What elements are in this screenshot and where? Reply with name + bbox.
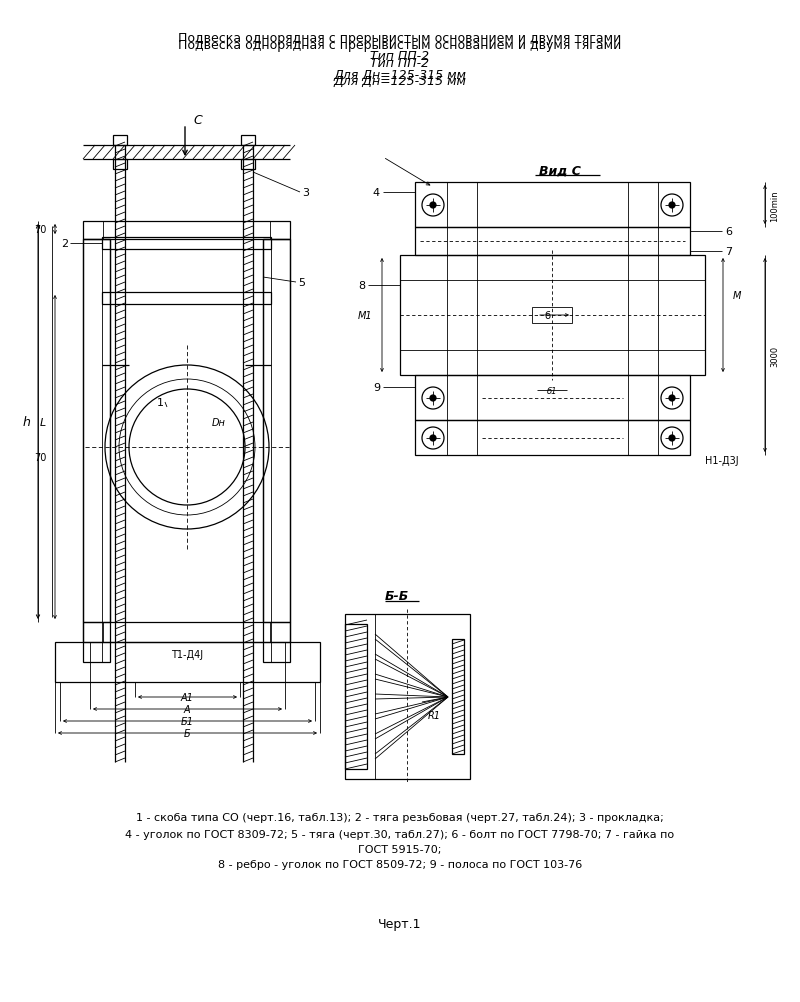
Text: ГОСТ 5915-70;: ГОСТ 5915-70; — [358, 844, 442, 854]
Text: б1: б1 — [546, 386, 558, 395]
Text: 2: 2 — [61, 238, 68, 248]
Text: h: h — [22, 416, 30, 429]
Text: 5: 5 — [298, 278, 305, 288]
Text: б: б — [544, 311, 550, 321]
Bar — [263, 239, 290, 622]
Text: 70: 70 — [34, 224, 47, 234]
Text: Тип ПП-2: Тип ПП-2 — [370, 49, 430, 62]
Bar — [345, 614, 470, 780]
Text: Б: Б — [184, 728, 190, 738]
Text: A1: A1 — [181, 692, 194, 702]
Text: Тип ПП-2: Тип ПП-2 — [370, 56, 430, 69]
Text: C: C — [193, 113, 202, 126]
Circle shape — [430, 396, 436, 402]
Bar — [263, 239, 290, 662]
Bar — [452, 639, 464, 755]
Text: Н1-Д3J: Н1-Д3J — [705, 456, 738, 466]
Bar — [83, 239, 110, 662]
Text: 6: 6 — [725, 226, 732, 236]
Text: 70: 70 — [34, 453, 47, 463]
Text: Подвеска однорядная с прерывистым основанием и двумя тягами: Подвеска однорядная с прерывистым основа… — [178, 31, 622, 44]
Circle shape — [430, 202, 436, 208]
Circle shape — [430, 436, 436, 442]
Text: Б1: Б1 — [181, 716, 194, 726]
Text: R1: R1 — [428, 710, 441, 720]
Text: 3000: 3000 — [770, 345, 779, 366]
Bar — [113, 160, 127, 169]
Bar — [241, 136, 255, 146]
Text: 7: 7 — [725, 246, 732, 257]
Text: Подвеска однорядная с прерывистым основанием и двумя тягами: Подвеска однорядная с прерывистым основа… — [178, 38, 622, 51]
Bar — [83, 239, 110, 622]
Text: L: L — [40, 418, 46, 428]
Bar — [83, 622, 290, 642]
Bar — [400, 256, 705, 376]
Text: 8: 8 — [358, 281, 365, 291]
Bar — [102, 293, 271, 305]
Text: 8 - ребро - уголок по ГОСТ 8509-72; 9 - полоса по ГОСТ 103-76: 8 - ребро - уголок по ГОСТ 8509-72; 9 - … — [218, 859, 582, 869]
Text: Для Дн=125-315 мм: Для Дн=125-315 мм — [334, 74, 466, 87]
Circle shape — [669, 396, 675, 402]
Bar — [241, 160, 255, 169]
Bar — [415, 227, 690, 256]
Bar — [55, 642, 320, 682]
Text: A: A — [184, 704, 190, 714]
Bar — [415, 421, 690, 456]
Text: Для Дн=125-315 мм: Для Дн=125-315 мм — [334, 68, 466, 81]
Bar — [83, 221, 290, 239]
Bar — [415, 376, 690, 421]
Text: 100min: 100min — [770, 190, 779, 221]
Bar — [532, 308, 572, 324]
Text: M1: M1 — [358, 311, 372, 321]
Circle shape — [669, 202, 675, 208]
Text: Б-Б: Б-Б — [385, 590, 409, 603]
Bar — [113, 136, 127, 146]
Text: 3: 3 — [302, 187, 309, 197]
Text: M: M — [733, 291, 742, 301]
Text: 4: 4 — [373, 187, 380, 197]
Circle shape — [669, 436, 675, 442]
Text: Dн: Dн — [212, 418, 226, 428]
Text: 9: 9 — [373, 383, 380, 393]
Text: 1 - скоба типа СО (черт.16, табл.13); 2 - тяга резьбовая (черт.27, табл.24); 3 -: 1 - скоба типа СО (черт.16, табл.13); 2 … — [136, 813, 664, 823]
Text: 1: 1 — [157, 398, 163, 408]
Text: 4 - уголок по ГОСТ 8309-72; 5 - тяга (черт.30, табл.27); 6 - болт по ГОСТ 7798-7: 4 - уголок по ГОСТ 8309-72; 5 - тяга (че… — [126, 830, 674, 839]
Text: Черт.1: Черт.1 — [378, 918, 422, 931]
Bar — [102, 237, 271, 249]
Bar — [345, 624, 367, 770]
Text: Вид С: Вид С — [539, 164, 581, 177]
Text: Т1-Д4J: Т1-Д4J — [171, 649, 203, 659]
Bar — [415, 182, 690, 227]
